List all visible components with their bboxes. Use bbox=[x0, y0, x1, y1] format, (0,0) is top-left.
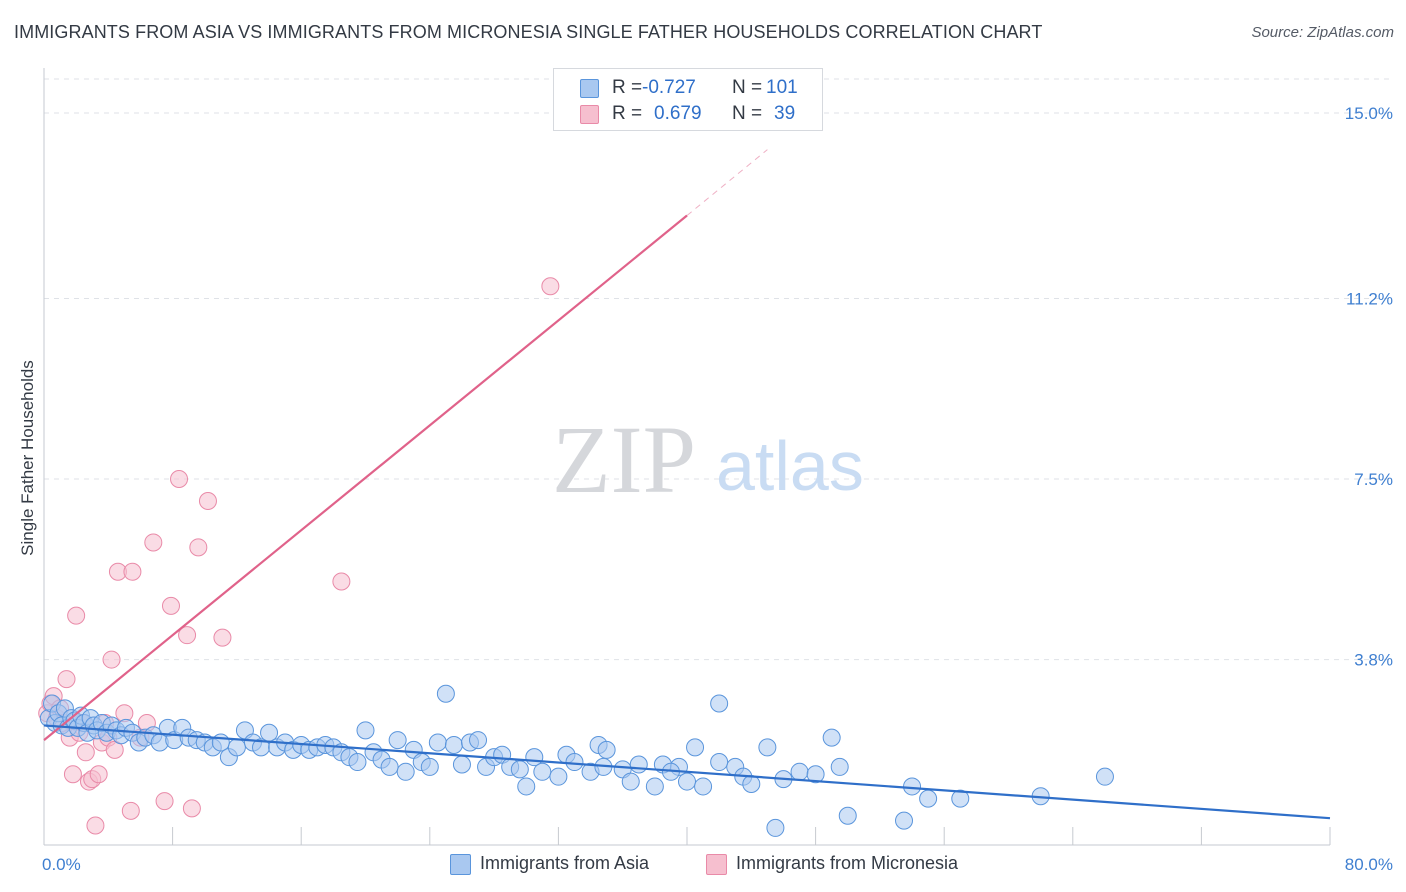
micronesia-point-20 bbox=[102, 650, 121, 669]
asia-point-56 bbox=[388, 731, 407, 750]
source-label: Source: ZipAtlas.com bbox=[1251, 24, 1394, 41]
asia-point-99 bbox=[838, 806, 857, 825]
micronesia-point-24 bbox=[121, 801, 140, 820]
asia-point-63 bbox=[444, 735, 463, 754]
asia-points bbox=[39, 684, 1114, 837]
micronesia-point-25 bbox=[123, 562, 142, 581]
asia-point-71 bbox=[517, 777, 536, 796]
micronesia-swatch bbox=[580, 105, 599, 124]
asia-point-97 bbox=[822, 728, 841, 747]
y-tick-label-0: 3.8% bbox=[1354, 651, 1393, 670]
asia-point-66 bbox=[469, 731, 488, 750]
micronesia-point-16 bbox=[89, 765, 108, 784]
micronesia-point-33 bbox=[182, 799, 201, 818]
asia-point-103 bbox=[951, 789, 970, 808]
asia-point-88 bbox=[694, 777, 713, 796]
asia-point-81 bbox=[621, 772, 640, 791]
asia-point-105 bbox=[1095, 767, 1114, 786]
y-tick-label-1: 7.5% bbox=[1354, 470, 1393, 489]
asia-point-57 bbox=[396, 762, 415, 781]
micronesia-point-6 bbox=[57, 670, 76, 689]
chart-title: IMMIGRANTS FROM ASIA VS IMMIGRANTS FROM … bbox=[14, 22, 1043, 42]
asia-point-106 bbox=[766, 818, 785, 837]
asia-point-89 bbox=[710, 694, 729, 713]
x-tick-label-0: 0.0% bbox=[42, 855, 81, 874]
asia-point-110 bbox=[510, 760, 529, 779]
micronesia-point-8 bbox=[63, 765, 82, 784]
micronesia-point-9 bbox=[67, 606, 86, 625]
watermark: ZIP atlas bbox=[552, 406, 864, 513]
asia-point-83 bbox=[645, 777, 664, 796]
grid-lines bbox=[44, 78, 1390, 661]
micronesia-point-28 bbox=[144, 533, 163, 552]
micronesia-trend-line bbox=[43, 214, 688, 741]
micronesia-point-32 bbox=[178, 626, 197, 645]
asia-point-73 bbox=[533, 762, 552, 781]
asia-r-label: R = bbox=[612, 77, 643, 98]
asia-point-87 bbox=[686, 738, 705, 757]
asia-point-96 bbox=[806, 765, 825, 784]
asia-point-107 bbox=[710, 753, 729, 772]
asia-n-value: 101 bbox=[766, 77, 798, 98]
asia-point-60 bbox=[420, 757, 439, 776]
micronesia-point-15 bbox=[86, 816, 105, 835]
asia-point-93 bbox=[758, 738, 777, 757]
correlation-legend: R = -0.727 N = 101 R = 0.679 N = 39 bbox=[553, 68, 823, 131]
asia-point-52 bbox=[356, 721, 375, 740]
asia-legend-label: Immigrants from Asia bbox=[480, 853, 650, 873]
micronesia-point-38 bbox=[541, 277, 560, 296]
micronesia-n-label: N = bbox=[732, 103, 763, 124]
micronesia-legend-swatch bbox=[706, 854, 727, 875]
asia-point-101 bbox=[903, 777, 922, 796]
asia-point-36 bbox=[227, 738, 246, 757]
micronesia-point-31 bbox=[170, 470, 189, 489]
micronesia-legend-label: Immigrants from Micronesia bbox=[736, 853, 959, 873]
asia-point-95 bbox=[790, 762, 809, 781]
micronesia-point-12 bbox=[76, 743, 95, 762]
micronesia-n-value: 39 bbox=[774, 103, 796, 124]
micronesia-point-30 bbox=[161, 596, 180, 615]
asia-point-100 bbox=[895, 811, 914, 830]
micronesia-trend-extension bbox=[686, 149, 768, 216]
micronesia-point-35 bbox=[198, 491, 217, 510]
asia-legend-swatch bbox=[450, 854, 471, 875]
asia-trend-line bbox=[43, 724, 1331, 820]
asia-point-98 bbox=[830, 757, 849, 776]
asia-point-79 bbox=[597, 740, 616, 759]
asia-point-62 bbox=[436, 684, 455, 703]
asia-point-92 bbox=[742, 775, 761, 794]
asia-point-86 bbox=[678, 772, 696, 791]
y-tick-label-2: 11.2% bbox=[1346, 289, 1393, 308]
micronesia-point-29 bbox=[155, 792, 174, 811]
micronesia-r-value: 0.679 bbox=[654, 103, 702, 124]
asia-point-102 bbox=[919, 789, 938, 808]
micronesia-r-label: R = bbox=[612, 103, 643, 124]
asia-point-76 bbox=[565, 753, 584, 772]
micronesia-point-36 bbox=[213, 628, 232, 647]
asia-point-74 bbox=[549, 767, 568, 786]
micronesia-point-37 bbox=[332, 572, 351, 591]
x-tick-label-1: 80.0% bbox=[1345, 855, 1393, 874]
watermark-atlas: atlas bbox=[716, 427, 864, 505]
asia-n-label: N = bbox=[732, 77, 763, 98]
asia-point-61 bbox=[428, 733, 447, 752]
asia-point-55 bbox=[380, 757, 399, 776]
watermark-zip: ZIP bbox=[552, 406, 696, 513]
asia-point-51 bbox=[348, 753, 367, 772]
asia-point-64 bbox=[452, 755, 471, 774]
tick-labels: 3.8% 7.5% 11.2% 15.0% 0.0% 80.0% bbox=[42, 104, 1393, 874]
y-tick-label-3: 15.0% bbox=[1345, 104, 1393, 123]
asia-swatch bbox=[580, 79, 599, 98]
trend-lines bbox=[43, 149, 1331, 820]
asia-r-value: -0.727 bbox=[642, 77, 696, 98]
micronesia-point-34 bbox=[189, 538, 208, 557]
asia-point-82 bbox=[629, 755, 648, 774]
